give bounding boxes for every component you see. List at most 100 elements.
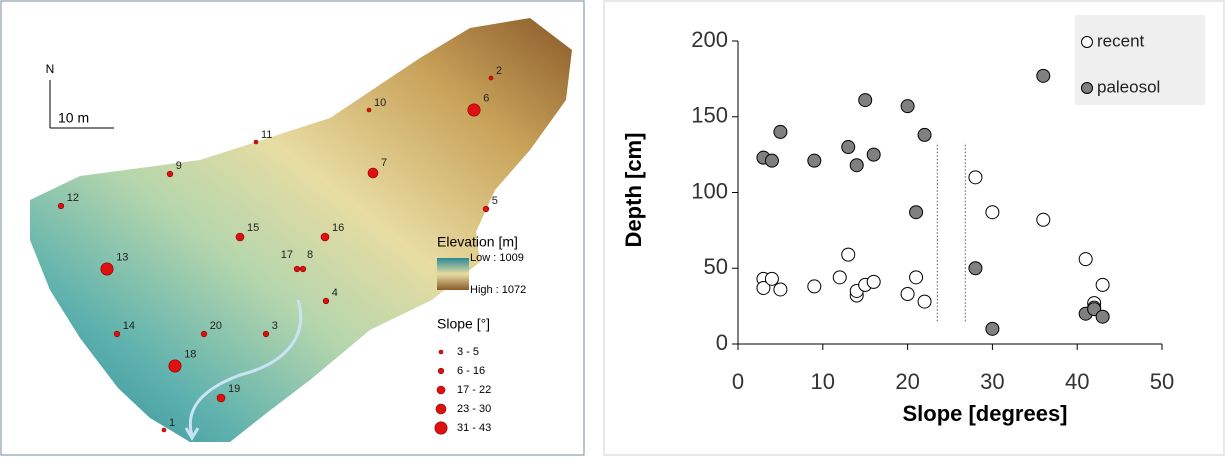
point xyxy=(774,125,787,138)
site xyxy=(201,331,207,337)
elevation-low: Low : 1009 xyxy=(470,252,524,264)
x-tick-label: 30 xyxy=(980,369,1004,394)
x-tick-label: 50 xyxy=(1150,369,1174,394)
site xyxy=(294,266,300,272)
point xyxy=(969,171,982,184)
point xyxy=(842,141,855,154)
site-label: 12 xyxy=(67,192,79,204)
site-label: 14 xyxy=(123,320,135,332)
site xyxy=(58,203,64,209)
point xyxy=(859,94,872,107)
site-label: 11 xyxy=(261,129,272,141)
site xyxy=(236,233,244,241)
legend-symbol xyxy=(1082,83,1093,94)
slope-legend-symbol xyxy=(439,350,443,354)
point xyxy=(901,288,914,301)
scale-label: 10 m xyxy=(58,110,89,126)
site xyxy=(162,428,166,432)
site xyxy=(468,104,480,116)
elevation-swatch xyxy=(437,258,469,290)
site xyxy=(368,168,378,178)
site-label: 10 xyxy=(374,97,386,109)
x-axis-label: Slope [degrees] xyxy=(902,401,1067,426)
x-tick-label: 0 xyxy=(732,369,744,394)
site xyxy=(263,331,269,337)
site xyxy=(321,233,329,241)
site xyxy=(254,140,258,144)
point xyxy=(986,322,999,335)
slope-legend-symbol xyxy=(437,386,445,394)
slope-legend-symbol xyxy=(435,422,447,434)
site xyxy=(483,206,489,212)
site-label: 3 xyxy=(272,320,278,332)
slope-legend-label: 6 - 16 xyxy=(457,365,485,377)
site-label: 15 xyxy=(247,222,259,234)
point xyxy=(765,154,778,167)
point xyxy=(867,148,880,161)
x-tick-label: 10 xyxy=(811,369,835,394)
site-label: 18 xyxy=(184,349,196,361)
north-label: N xyxy=(46,62,55,76)
point xyxy=(969,262,982,275)
point xyxy=(918,295,931,308)
point xyxy=(910,206,923,219)
point xyxy=(867,275,880,288)
slope-legend-symbol xyxy=(438,368,444,374)
site xyxy=(367,108,371,112)
point xyxy=(901,100,914,113)
site xyxy=(300,266,306,272)
site-label: 9 xyxy=(176,160,182,172)
y-tick-label: 150 xyxy=(691,103,728,128)
slope-legend-label: 17 - 22 xyxy=(457,384,491,396)
site-label: 1 xyxy=(169,417,175,429)
point xyxy=(986,206,999,219)
site xyxy=(114,331,120,337)
site-label: 16 xyxy=(332,222,344,234)
slope-legend-label: 3 - 5 xyxy=(457,346,479,358)
site xyxy=(489,76,493,80)
point xyxy=(1079,253,1092,266)
point xyxy=(850,159,863,172)
legend-label: paleosol xyxy=(1097,77,1160,96)
site-label: 19 xyxy=(228,383,240,395)
point xyxy=(833,271,846,284)
y-tick-label: 200 xyxy=(691,27,728,52)
site-label: 20 xyxy=(210,320,222,332)
site xyxy=(217,394,225,402)
legend-symbol xyxy=(1082,37,1093,48)
point xyxy=(1037,69,1050,82)
site xyxy=(167,171,173,177)
slope-legend-label: 23 - 30 xyxy=(457,403,491,415)
point xyxy=(765,272,778,285)
point xyxy=(1037,213,1050,226)
site-label: 6 xyxy=(483,93,489,105)
y-tick-label: 0 xyxy=(716,330,728,355)
point xyxy=(918,128,931,141)
site xyxy=(101,263,113,275)
slope-legend-label: 31 - 43 xyxy=(457,422,491,434)
site-label: 5 xyxy=(492,195,498,207)
figure: N 10 m Elevation [m] Low : 1009 High : 1… xyxy=(0,0,1225,456)
elevation-legend-title: Elevation [m] xyxy=(437,234,518,250)
site-label: 8 xyxy=(307,249,313,261)
point xyxy=(1096,310,1109,323)
legend-label: recent xyxy=(1097,31,1145,50)
y-axis-label: Depth [cm] xyxy=(621,133,646,248)
y-tick-label: 50 xyxy=(704,254,728,279)
point xyxy=(1096,278,1109,291)
elevation-high: High : 1072 xyxy=(470,284,526,296)
site xyxy=(323,298,329,304)
point xyxy=(808,280,821,293)
site-label: 2 xyxy=(496,65,502,77)
point xyxy=(808,154,821,167)
point xyxy=(842,248,855,261)
site-label: 7 xyxy=(381,157,387,169)
site xyxy=(169,360,181,372)
point xyxy=(910,271,923,284)
y-tick-label: 100 xyxy=(691,178,728,203)
slope-legend-title: Slope [°] xyxy=(437,316,490,332)
site-label: 17 xyxy=(281,249,293,261)
slope-legend-symbol xyxy=(436,404,446,414)
x-tick-label: 20 xyxy=(895,369,919,394)
point xyxy=(774,283,787,296)
